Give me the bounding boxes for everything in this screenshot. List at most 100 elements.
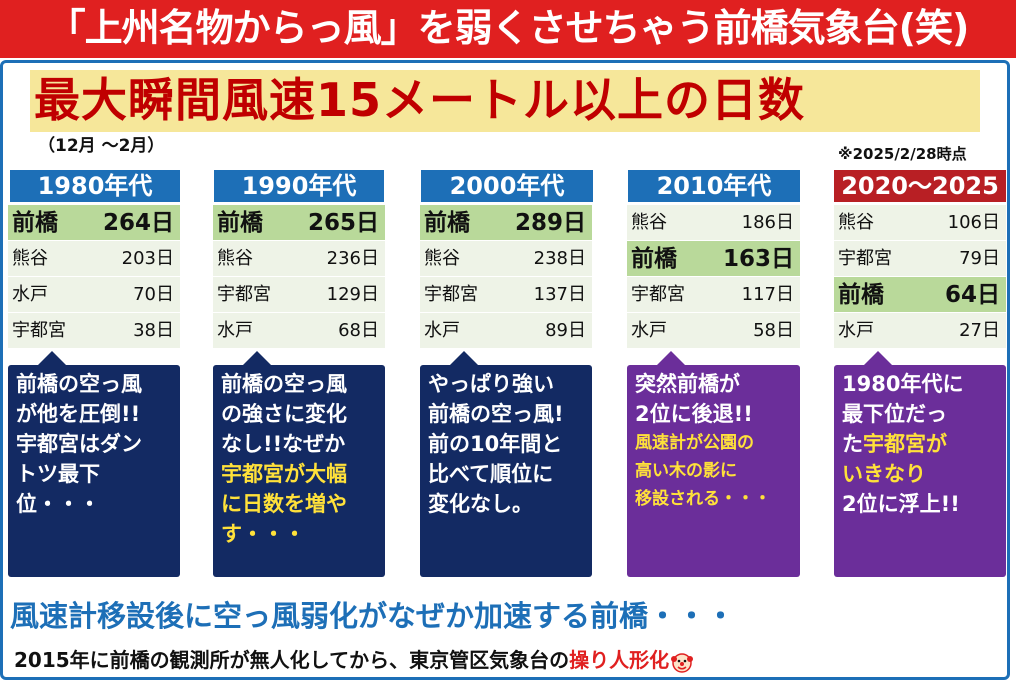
table-row: 熊谷 203日 [8, 241, 180, 277]
city-name: 水戸 [217, 320, 253, 341]
note-emphasis: 操り人形化 [569, 648, 670, 672]
comment-line: 最下位だっ [842, 402, 947, 426]
city-name: 宇都宮 [838, 248, 892, 269]
city-name: 前橋 [424, 210, 470, 236]
city-name: 宇都宮 [217, 284, 271, 305]
city-name: 熊谷 [838, 212, 874, 233]
comment-box-2010s: 突然前橋が 2位に後退!! 風速計が公園の 高い木の影に 移設される・・・ [627, 351, 800, 577]
city-name: 水戸 [12, 284, 48, 305]
comment-line: 1980年代に [842, 372, 964, 396]
day-count: 27日 [959, 320, 1000, 341]
clown-face-icon [671, 652, 694, 673]
day-count: 70日 [133, 284, 174, 305]
comment-line: た宇都宮が [842, 429, 998, 459]
table-row: 前橋 289日 [420, 205, 592, 241]
callout-pointer [243, 351, 271, 365]
city-name: 前橋 [217, 210, 263, 236]
comment-line: やっぱり強い [428, 372, 554, 396]
city-name: 水戸 [631, 320, 667, 341]
day-count: 186日 [741, 212, 794, 233]
comment-highlight: す・・・ [221, 522, 305, 546]
comment-highlight: 移設される・・・ [635, 489, 771, 509]
callout-pointer [450, 351, 478, 365]
city-name: 宇都宮 [424, 284, 478, 305]
day-count: 79日 [959, 248, 1000, 269]
comment-box-2020s: 1980年代に 最下位だっ た宇都宮が いきなり 2位に浮上!! [834, 351, 1006, 577]
banner-title: 「上州名物からっ風」を弱くさせちゃう前橋気象台(笑) [47, 6, 970, 50]
city-name: 水戸 [838, 320, 874, 341]
ranking-table-2020s: 熊谷 106日 宇都宮 79日 前橋 64日 水戸 27日 [834, 205, 1006, 349]
decade-header-2000s: 2000年代 [421, 170, 593, 202]
table-row: 前橋 264日 [8, 205, 180, 241]
day-count: 163日 [722, 246, 794, 272]
comment-line: 変化なし。 [428, 492, 533, 516]
table-row: 熊谷 186日 [627, 205, 800, 241]
table-row: 宇都宮 79日 [834, 241, 1006, 277]
day-count: 58日 [753, 320, 794, 341]
table-row: 水戸 58日 [627, 313, 800, 349]
note-text: 2015年に前橋の観測所が無人化してから、東京管区気象台の [14, 648, 570, 672]
day-count: 137日 [533, 284, 586, 305]
comment-line: 前橋の空っ風 [16, 372, 142, 396]
day-count: 265日 [307, 210, 379, 236]
table-row: 宇都宮 117日 [627, 277, 800, 313]
bottom-headline: 風速計移設後に空っ風弱化がなぜか加速する前橋・・・ [10, 599, 736, 633]
comment-line: 前橋の空っ風! [428, 402, 564, 426]
table-row: 水戸 89日 [420, 313, 592, 349]
city-name: 宇都宮 [12, 320, 66, 341]
decade-header-1980s: 1980年代 [10, 170, 180, 202]
day-count: 106日 [947, 212, 1000, 233]
table-row: 宇都宮 38日 [8, 313, 180, 349]
ranking-table-1990s: 前橋 265日 熊谷 236日 宇都宮 129日 水戸 68日 [213, 205, 385, 349]
day-count: 203日 [121, 248, 174, 269]
table-row: 前橋 265日 [213, 205, 385, 241]
ranking-table-1980s: 前橋 264日 熊谷 203日 水戸 70日 宇都宮 38日 [8, 205, 180, 349]
period-label: （12月 ～2月） [38, 136, 165, 156]
table-row: 水戸 70日 [8, 277, 180, 313]
comment-line: 宇都宮はダン [16, 432, 142, 456]
day-count: 38日 [133, 320, 174, 341]
table-row: 前橋 64日 [834, 277, 1006, 313]
day-count: 289日 [514, 210, 586, 236]
day-count: 129日 [326, 284, 379, 305]
comment-line: 前の10年間と [428, 432, 563, 456]
comment-line: の強さに変化 [221, 402, 347, 426]
day-count: 64日 [944, 282, 1000, 308]
comment-box-1980s: 前橋の空っ風 が他を圧倒!! 宇都宮はダン トツ最下位・・・ [8, 351, 180, 577]
day-count: 236日 [326, 248, 379, 269]
comment-highlight: 風速計が公園の [635, 433, 754, 453]
city-name: 前橋 [12, 210, 58, 236]
city-name: 熊谷 [424, 248, 460, 269]
comment-box-1990s: 前橋の空っ風 の強さに変化 なし!!なぜか 宇都宮が大幅 に日数を増や す・・・ [213, 351, 385, 577]
callout-pointer [657, 351, 685, 365]
day-count: 117日 [741, 284, 794, 305]
table-row: 熊谷 236日 [213, 241, 385, 277]
city-name: 熊谷 [217, 248, 253, 269]
table-row: 宇都宮 129日 [213, 277, 385, 313]
comment-line: なし!!なぜか [221, 432, 346, 456]
city-name: 前橋 [631, 246, 677, 272]
comment-line: 2位に後退!! [635, 402, 753, 426]
day-count: 68日 [338, 320, 379, 341]
main-title-background [30, 70, 980, 132]
callout-pointer [38, 351, 66, 365]
day-count: 89日 [545, 320, 586, 341]
comment-line: 2位に浮上!! [842, 492, 960, 516]
table-row: 水戸 27日 [834, 313, 1006, 349]
comment-box-2000s: やっぱり強い 前橋の空っ風! 前の10年間と 比べて順位に 変化なし。 [420, 351, 592, 577]
comment-highlight: いきなり [842, 462, 926, 486]
table-row: 熊谷 106日 [834, 205, 1006, 241]
city-name: 熊谷 [12, 248, 48, 269]
bottom-note: 2015年に前橋の観測所が無人化してから、東京管区気象台の操り人形化 [14, 644, 1004, 676]
comment-highlight: 宇都宮が [863, 432, 947, 456]
callout-pointer [864, 351, 892, 365]
day-count: 238日 [533, 248, 586, 269]
ranking-table-2010s: 熊谷 186日 前橋 163日 宇都宮 117日 水戸 58日 [627, 205, 800, 349]
comment-line: トツ最下位・・・ [16, 462, 100, 516]
top-banner [0, 0, 1016, 58]
decade-header-2010s: 2010年代 [628, 170, 800, 202]
table-row: 熊谷 238日 [420, 241, 592, 277]
table-row: 宇都宮 137日 [420, 277, 592, 313]
comment-highlight: 宇都宮が大幅 [221, 462, 347, 486]
decade-header-1990s: 1990年代 [214, 170, 384, 202]
